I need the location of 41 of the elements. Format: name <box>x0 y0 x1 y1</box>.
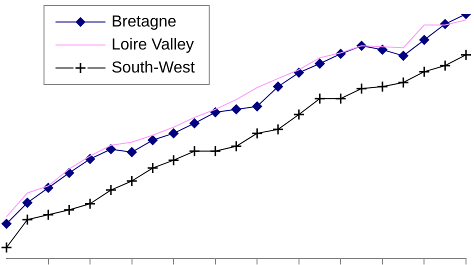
point <box>293 108 305 120</box>
point <box>126 147 137 158</box>
point <box>210 107 220 118</box>
point <box>231 104 242 114</box>
point <box>22 198 32 208</box>
point <box>251 128 263 140</box>
point <box>252 101 262 112</box>
point <box>398 76 410 88</box>
legend-label: South-West <box>112 59 196 76</box>
point <box>272 124 284 136</box>
point <box>168 154 180 166</box>
point <box>376 80 388 92</box>
point <box>188 145 200 157</box>
point <box>126 175 138 187</box>
point <box>356 82 368 94</box>
point <box>0 242 12 254</box>
point <box>84 198 96 210</box>
point <box>314 58 325 69</box>
point <box>189 118 200 128</box>
point <box>106 144 116 154</box>
point <box>22 214 34 226</box>
legend-label: Loire Valley <box>112 36 194 54</box>
point <box>42 208 54 220</box>
point <box>210 145 222 157</box>
point <box>398 50 408 61</box>
point <box>63 204 75 216</box>
point <box>377 44 388 55</box>
point <box>439 60 451 72</box>
legend-label: Bretagne <box>112 13 177 30</box>
point <box>314 92 326 104</box>
point <box>460 49 472 61</box>
point <box>168 128 179 138</box>
point <box>419 34 430 45</box>
point <box>334 92 346 104</box>
point <box>418 66 430 78</box>
point <box>105 184 117 196</box>
point <box>2 218 12 229</box>
point <box>230 140 242 152</box>
point <box>148 135 158 146</box>
point <box>146 162 158 174</box>
point <box>273 82 284 92</box>
